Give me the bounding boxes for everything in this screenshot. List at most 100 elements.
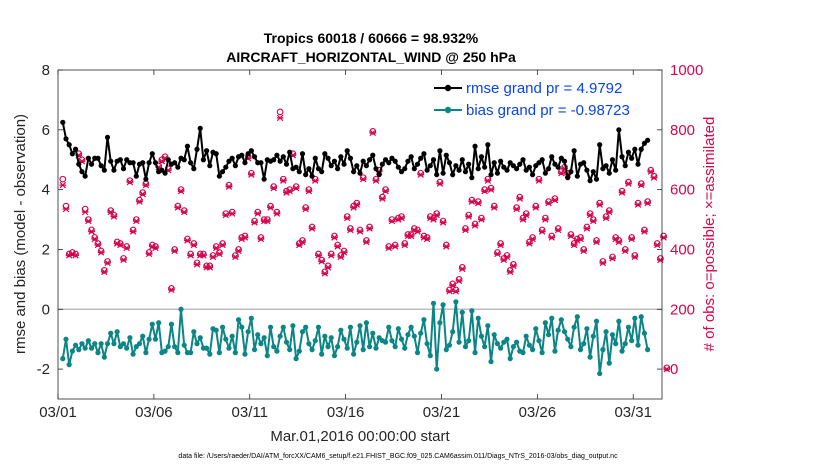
obs-possible-point: [660, 232, 667, 240]
x-tick-label: 03/16: [327, 404, 365, 421]
obs-possible-point: [442, 241, 450, 249]
rmse-point: [296, 169, 302, 175]
rmse-point: [571, 148, 577, 154]
obs-possible-point: [439, 217, 447, 225]
bias-point: [223, 336, 229, 342]
rmse-point: [328, 163, 334, 169]
obs-possible-point: [318, 256, 326, 264]
obs-assimilated-point: [554, 226, 562, 234]
bias-point: [386, 324, 392, 330]
bias-point: [319, 351, 325, 357]
rmse-point: [229, 155, 235, 161]
bias-point: [446, 342, 453, 348]
rmse-point: [213, 151, 219, 157]
obs-assimilated-point: [200, 252, 207, 259]
bias-point: [597, 370, 603, 377]
bias-point: [363, 320, 369, 326]
obs-assimilated-point: [94, 241, 102, 249]
obs-assimilated-point: [174, 204, 182, 211]
obs-assimilated-point: [503, 253, 511, 261]
rmse-point: [194, 146, 200, 152]
obs-assimilated-point: [436, 180, 444, 187]
bias-line: [61, 300, 649, 375]
obs-possible-point: [522, 210, 530, 217]
x-tick-label: 03/21: [423, 404, 461, 421]
rmse-point: [437, 148, 443, 154]
obs-assimilated-point: [132, 217, 140, 225]
obs-possible-point: [580, 246, 588, 253]
obs-assimilated-point: [321, 270, 329, 277]
obs-assimilated-point: [190, 241, 198, 249]
rmse-point: [635, 161, 641, 167]
bias-point: [331, 353, 338, 359]
y-tick-label: -2: [37, 361, 50, 378]
rmse-point: [411, 166, 417, 172]
obs-possible-point: [589, 216, 597, 223]
obs-possible-point: [247, 169, 255, 177]
rmse-point: [104, 134, 111, 140]
rmse-point: [494, 170, 501, 176]
rmse-point: [108, 158, 114, 164]
bias-point: [382, 339, 389, 345]
rmse-point: [149, 151, 155, 157]
bias-point: [395, 326, 401, 332]
bias-point: [459, 309, 465, 315]
rmse-point: [545, 166, 552, 172]
bias-point: [462, 344, 469, 350]
obs-possible-point: [139, 189, 147, 196]
rmse-point: [280, 154, 286, 160]
bias-point: [485, 323, 491, 329]
bias-point: [287, 347, 293, 353]
bias-point: [414, 350, 421, 356]
bias-point: [239, 324, 245, 330]
bias-point: [191, 329, 197, 335]
obs-possible-point: [305, 186, 313, 193]
bias-point: [143, 350, 149, 356]
obs-assimilated-point: [494, 250, 501, 258]
obs-possible-point: [270, 183, 278, 190]
obs-assimilated-point: [442, 243, 450, 250]
obs-assimilated-point: [356, 228, 364, 235]
obs-assimilated-point: [206, 264, 214, 271]
obs-possible-point: [634, 199, 642, 207]
obs-possible-point: [529, 234, 536, 241]
bias-point: [645, 347, 651, 353]
rmse-point: [351, 169, 357, 175]
rmse-point: [408, 154, 414, 160]
rmse-point: [232, 163, 238, 169]
obs-assimilated-point: [398, 214, 405, 222]
obs-assimilated-point: [231, 253, 239, 261]
rmse-point: [293, 164, 299, 170]
obs-assimilated-point: [334, 243, 342, 250]
obs-possible-point: [97, 247, 105, 255]
rmse-point: [517, 161, 523, 167]
obs-possible-point: [478, 214, 485, 222]
obs-assimilated-point: [615, 238, 623, 246]
bias-point: [456, 339, 462, 345]
obs-assimilated-point: [209, 253, 217, 261]
obs-assimilated-point: [270, 184, 278, 192]
rmse-point: [421, 151, 427, 157]
bias-point: [296, 348, 302, 354]
obs-possible-point: [503, 252, 511, 259]
rmse-point: [69, 151, 75, 157]
obs-assimilated-point: [136, 198, 143, 205]
obs-assimilated-point: [586, 211, 594, 219]
y-tick-label: 2: [42, 241, 50, 258]
bias-point: [76, 347, 82, 353]
obs-possible-point: [535, 175, 543, 183]
obs-assimilated-point: [625, 180, 632, 187]
obs-assimilated-point: [541, 216, 549, 223]
obs-assimilated-point: [263, 217, 271, 225]
obs-assimilated-point: [538, 228, 546, 235]
bias-point: [577, 347, 584, 353]
rmse-point: [613, 167, 619, 173]
obs-assimilated-point: [362, 238, 370, 246]
obs-possible-point: [615, 237, 623, 244]
bias-point: [72, 342, 79, 348]
obs-assimilated-point: [478, 216, 485, 223]
rmse-point: [430, 157, 437, 163]
rmse-point: [593, 176, 600, 182]
obs-possible-point: [602, 213, 610, 220]
